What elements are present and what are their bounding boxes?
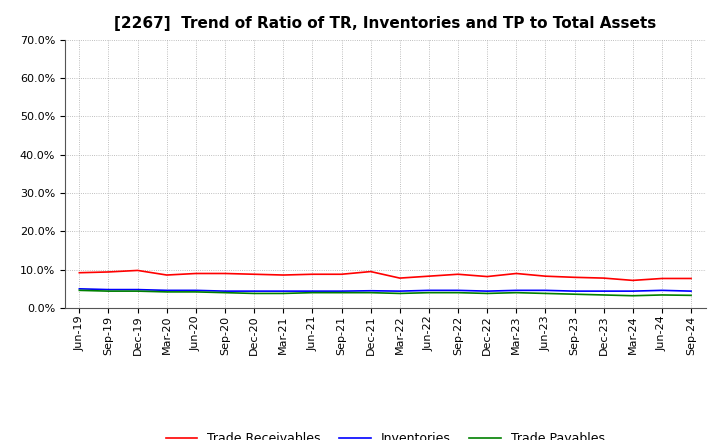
Trade Receivables [133,268,142,273]
Inventories [133,287,142,292]
Trade Receivables [570,275,579,280]
Trade Payables [163,289,171,294]
Trade Payables [104,289,113,294]
Inventories [425,288,433,293]
Inventories [512,288,521,293]
Trade Receivables [687,276,696,281]
Inventories [104,287,113,292]
Trade Receivables [192,271,200,276]
Trade Payables [220,290,229,295]
Inventories [570,289,579,294]
Inventories [337,289,346,294]
Trade Payables [425,290,433,295]
Inventories [250,289,258,294]
Inventories [657,288,666,293]
Trade Receivables [366,269,375,274]
Trade Receivables [657,276,666,281]
Trade Receivables [483,274,492,279]
Trade Payables [395,291,404,296]
Trade Payables [687,293,696,298]
Trade Payables [483,291,492,296]
Inventories [220,289,229,294]
Trade Payables [366,290,375,295]
Line: Inventories: Inventories [79,289,691,291]
Inventories [308,289,317,294]
Trade Receivables [250,271,258,277]
Inventories [541,288,550,293]
Trade Payables [599,292,608,297]
Trade Receivables [454,271,462,277]
Trade Receivables [104,269,113,275]
Trade Receivables [337,271,346,277]
Trade Payables [75,288,84,293]
Inventories [75,286,84,291]
Line: Trade Receivables: Trade Receivables [79,271,691,280]
Trade Payables [512,290,521,295]
Trade Payables [192,289,200,294]
Trade Payables [570,292,579,297]
Trade Payables [133,289,142,294]
Trade Receivables [425,274,433,279]
Trade Receivables [629,278,637,283]
Inventories [279,289,287,294]
Trade Receivables [541,274,550,279]
Trade Payables [629,293,637,298]
Inventories [599,289,608,294]
Inventories [192,288,200,293]
Title: [2267]  Trend of Ratio of TR, Inventories and TP to Total Assets: [2267] Trend of Ratio of TR, Inventories… [114,16,657,32]
Trade Payables [279,291,287,296]
Trade Payables [541,291,550,296]
Trade Payables [250,291,258,296]
Inventories [366,288,375,293]
Trade Payables [308,290,317,295]
Inventories [163,288,171,293]
Trade Payables [454,290,462,295]
Inventories [629,289,637,294]
Trade Receivables [308,271,317,277]
Line: Trade Payables: Trade Payables [79,290,691,296]
Trade Receivables [279,272,287,278]
Trade Receivables [512,271,521,276]
Trade Receivables [395,275,404,281]
Trade Payables [337,290,346,295]
Legend: Trade Receivables, Inventories, Trade Payables: Trade Receivables, Inventories, Trade Pa… [161,427,610,440]
Inventories [483,289,492,294]
Inventories [454,288,462,293]
Trade Receivables [75,270,84,275]
Inventories [395,289,404,294]
Trade Receivables [220,271,229,276]
Trade Receivables [163,272,171,278]
Trade Payables [657,292,666,297]
Trade Receivables [599,275,608,281]
Inventories [687,289,696,294]
